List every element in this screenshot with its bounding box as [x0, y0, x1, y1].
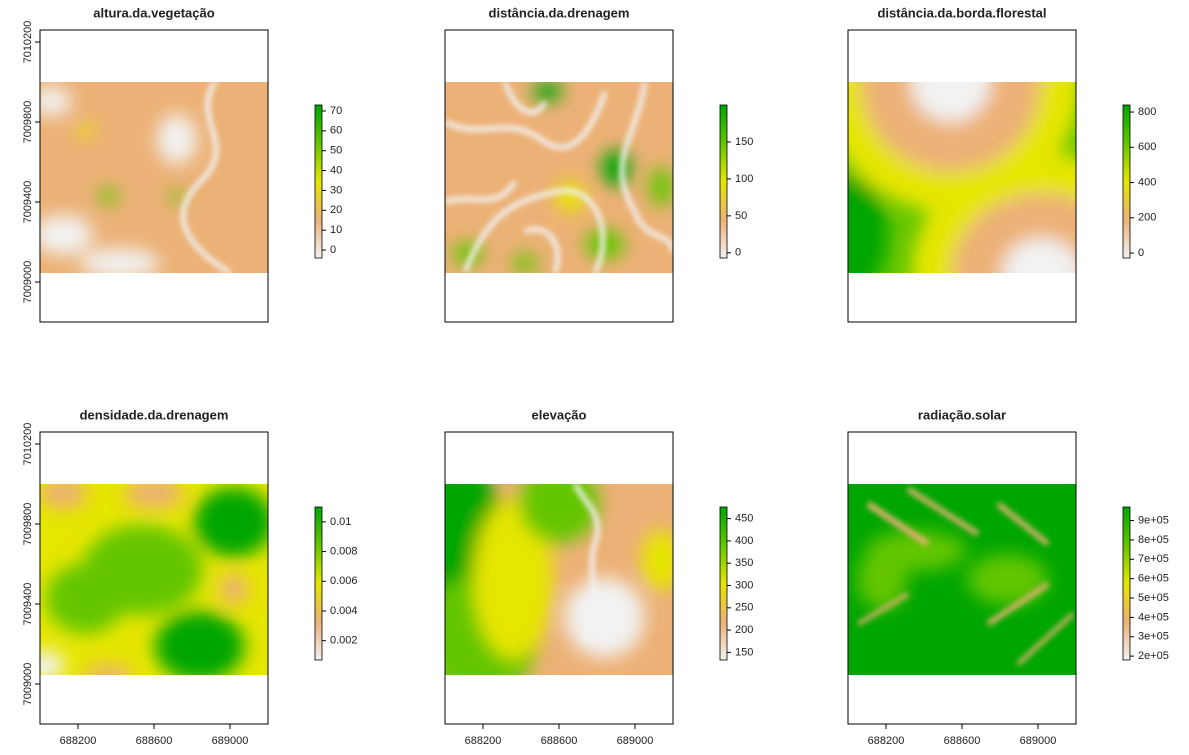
raster-blobs — [808, 0, 1172, 393]
x-tick-label: 689000 — [212, 735, 249, 747]
y-tick-label: 7009000 — [22, 663, 34, 706]
colorbar-label: 0.01 — [330, 516, 351, 528]
raster-blob — [38, 479, 88, 509]
raster — [848, 484, 1076, 675]
x-tick-label: 688200 — [868, 735, 905, 747]
y-tick-label: 7009000 — [22, 261, 34, 304]
colorbar-label: 0 — [330, 244, 336, 256]
colorbar-label: 0 — [735, 247, 741, 259]
x-tick-label: 688600 — [944, 735, 981, 747]
colorbar — [1123, 507, 1130, 660]
raster-blob — [157, 114, 197, 164]
raster-blob — [31, 86, 71, 116]
raster — [445, 82, 674, 274]
x-tick-label: 688200 — [465, 735, 502, 747]
y-tick-label: 7010200 — [22, 21, 34, 64]
colorbar-label: 0.008 — [330, 545, 358, 557]
colorbar-label: 6e+05 — [1138, 573, 1169, 585]
raster-blob — [169, 191, 185, 203]
colorbar-label: 3e+05 — [1138, 631, 1169, 643]
colorbar-label: 400 — [735, 535, 753, 547]
raster-blob — [513, 253, 537, 273]
raster-blob — [76, 124, 96, 136]
colorbar-label: 300 — [735, 579, 753, 591]
raster-blob — [33, 215, 93, 255]
colorbar-label: 70 — [330, 105, 342, 117]
colorbar — [720, 105, 727, 258]
colorbar-label: 0.002 — [330, 635, 358, 647]
colorbar-label: 0.006 — [330, 575, 358, 587]
raster-blob — [219, 574, 249, 604]
y-tick-label: 7010200 — [22, 423, 34, 466]
colorbar — [1123, 105, 1130, 258]
colorbar-label: 100 — [735, 173, 753, 185]
panel-title: radiação.solar — [918, 407, 1006, 422]
colorbar-label: 9e+05 — [1138, 514, 1169, 526]
colorbar-label: 0.004 — [330, 605, 358, 617]
colorbar-label: 8e+05 — [1138, 534, 1169, 546]
colorbar-label: 30 — [330, 184, 342, 196]
raster-blob — [565, 578, 645, 658]
raster — [385, 451, 682, 697]
raster-blob — [98, 189, 118, 205]
x-tick-label: 688600 — [136, 735, 173, 747]
colorbar-label: 10 — [330, 224, 342, 236]
colorbar-label: 50 — [735, 210, 747, 222]
colorbar-label: 20 — [330, 204, 342, 216]
x-tick-label: 689000 — [617, 735, 654, 747]
colorbar-label: 50 — [330, 145, 342, 157]
colorbar-label: 150 — [735, 136, 753, 148]
colorbar — [720, 507, 727, 660]
colorbar — [315, 507, 322, 660]
colorbar-label: 0 — [1138, 247, 1144, 259]
raster-blob — [533, 82, 563, 102]
panel-title: distância.da.drenagem — [489, 5, 630, 20]
raster-blob — [46, 564, 126, 634]
x-tick-label: 689000 — [1020, 735, 1057, 747]
y-tick-label: 7009400 — [22, 583, 34, 626]
raster-blob — [124, 479, 184, 509]
colorbar-label: 60 — [330, 125, 342, 137]
colorbar-label: 250 — [735, 602, 753, 614]
colorbar-label: 7e+05 — [1138, 553, 1169, 565]
colorbar-label: 2e+05 — [1138, 650, 1169, 662]
colorbar-label: 5e+05 — [1138, 592, 1169, 604]
raster — [808, 0, 1172, 393]
raster-blob — [911, 42, 991, 122]
colorbar-label: 800 — [1138, 106, 1156, 118]
raster-blob — [80, 248, 160, 278]
panel-title: distância.da.borda.florestal — [877, 5, 1046, 20]
colorbar — [315, 105, 322, 258]
raster-blob — [968, 555, 1048, 605]
raster — [31, 82, 268, 278]
colorbar-label: 200 — [735, 624, 753, 636]
colorbar-label: 350 — [735, 557, 753, 569]
colorbar-label: 40 — [330, 164, 342, 176]
colorbar-label: 600 — [1138, 141, 1156, 153]
colorbar-label: 450 — [735, 513, 753, 525]
colorbar-label: 200 — [1138, 212, 1156, 224]
raster-blob — [642, 530, 682, 590]
raster-blob — [601, 150, 631, 186]
x-tick-label: 688600 — [541, 735, 578, 747]
raster — [25, 479, 274, 685]
colorbar-label: 4e+05 — [1138, 611, 1169, 623]
colorbar-label: 400 — [1138, 176, 1156, 188]
raster-blob — [194, 487, 274, 557]
panel-title: altura.da.vegetação — [93, 5, 214, 20]
y-tick-label: 7009800 — [22, 503, 34, 546]
raster-blob — [650, 167, 674, 207]
panel-title: densidade.da.drenagem — [80, 407, 229, 422]
raster-blob — [1002, 238, 1082, 308]
raster-blob — [155, 611, 245, 681]
panel-title: elevação — [532, 407, 587, 422]
raster-blob — [83, 665, 133, 685]
y-tick-label: 7009400 — [22, 181, 34, 224]
colorbar-label: 150 — [735, 646, 753, 658]
x-tick-label: 688200 — [60, 735, 97, 747]
y-tick-label: 7009800 — [22, 101, 34, 144]
figure: altura.da.vegetação 7009000 7009400 7009800… — [0, 0, 1189, 755]
